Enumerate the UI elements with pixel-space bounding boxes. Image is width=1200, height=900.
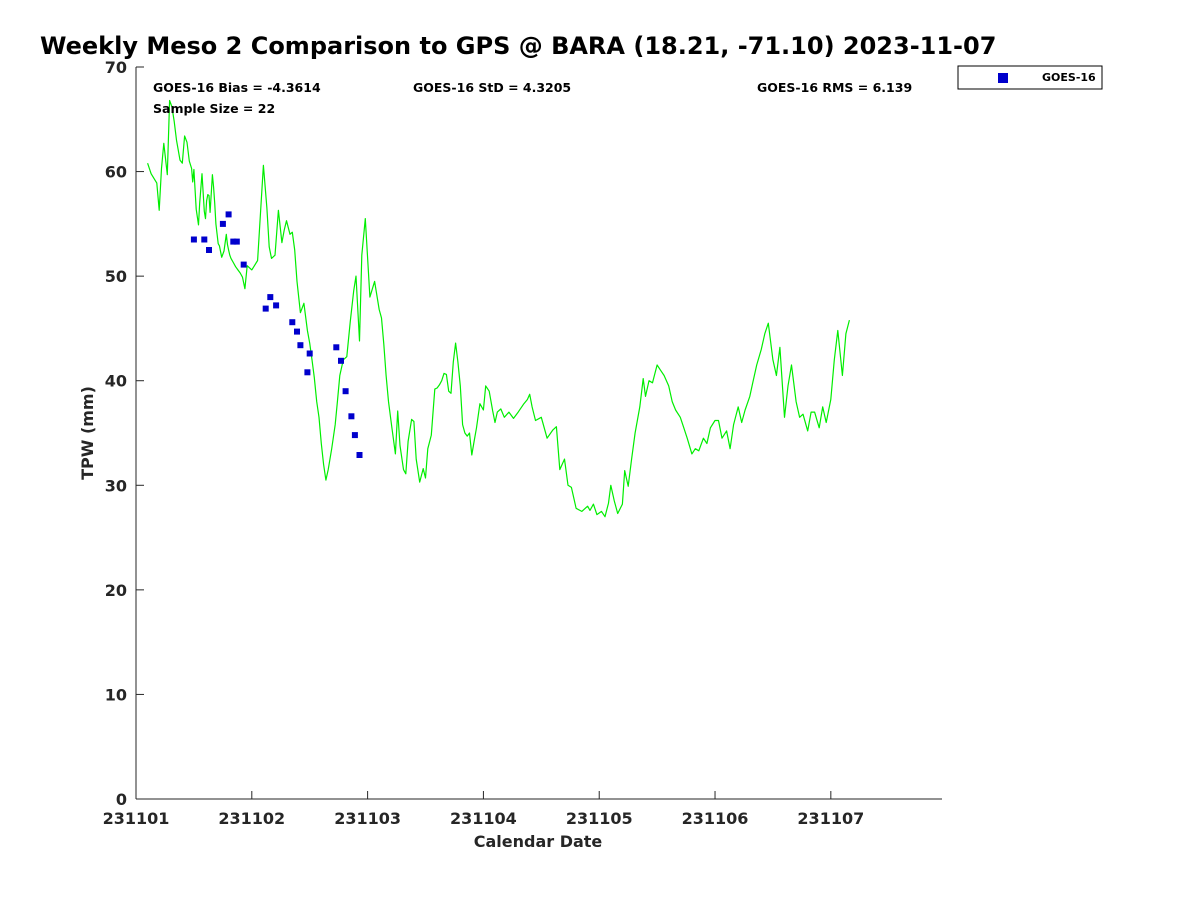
y-tick-label: 50 (105, 267, 127, 286)
goes-16-point (333, 344, 340, 351)
y-tick-label: 0 (116, 790, 127, 809)
goes-16-point (342, 388, 349, 395)
goes-16-point (262, 305, 269, 312)
goes-16-point (304, 369, 311, 376)
x-tick-label: 231105 (566, 809, 633, 828)
legend: GOES-16 (957, 65, 1103, 90)
x-tick-label: 231102 (218, 809, 285, 828)
goes-16-point (225, 211, 232, 218)
x-tick-label: 231104 (450, 809, 517, 828)
goes-16-point (306, 350, 313, 357)
y-tick-label: 20 (105, 581, 127, 600)
plot-area: 0 10 20 30 40 50 60 70 231101 231102 231103 231104 2… (103, 58, 942, 828)
goes-16-point (230, 238, 237, 245)
gps-tpw-line (147, 99, 850, 518)
x-tick-label: 231103 (334, 809, 401, 828)
goes-16-point (190, 236, 197, 243)
x-tick-label: 231106 (682, 809, 749, 828)
goes-16-point (289, 319, 296, 326)
goes-16-point (338, 357, 344, 364)
y-tick-label: 70 (105, 58, 127, 77)
goes-16-point (348, 413, 355, 420)
chart-title: Weekly Meso 2 Comparison to GPS @ BARA (… (40, 32, 996, 60)
stat-bias: GOES-16 Bias = -4.3614 (153, 80, 321, 95)
legend-box (957, 65, 1103, 90)
x-tick-label: 231101 (103, 809, 170, 828)
stat-std: GOES-16 StD = 4.3205 (413, 80, 571, 95)
goes-16-point (240, 261, 247, 268)
stat-sample-size: Sample Size = 22 (153, 101, 275, 116)
goes-16-point (201, 236, 208, 243)
legend-marker-goes-16 (998, 73, 1008, 83)
goes-16-point (356, 452, 363, 458)
goes-16-point (233, 238, 240, 245)
y-tick-label: 10 (105, 685, 127, 704)
goes-16-point (351, 432, 358, 439)
goes-16-point (294, 328, 300, 335)
y-tick-label: 40 (105, 372, 127, 391)
legend-label-goes-16: GOES-16 (1042, 71, 1096, 84)
y-tick-label: 30 (105, 476, 127, 495)
y-tick-label: 60 (105, 163, 127, 182)
goes-16-point (206, 247, 212, 253)
y-axis-label: TPW (mm) (78, 386, 97, 480)
x-axis-label: Calendar Date (474, 832, 603, 851)
goes-16-point (273, 302, 280, 309)
x-tick-label: 231107 (797, 809, 864, 828)
goes-16-point (297, 342, 304, 349)
goes-16-point (219, 220, 226, 227)
stat-rms: GOES-16 RMS = 6.139 (757, 80, 912, 95)
goes-16-point (267, 294, 274, 301)
